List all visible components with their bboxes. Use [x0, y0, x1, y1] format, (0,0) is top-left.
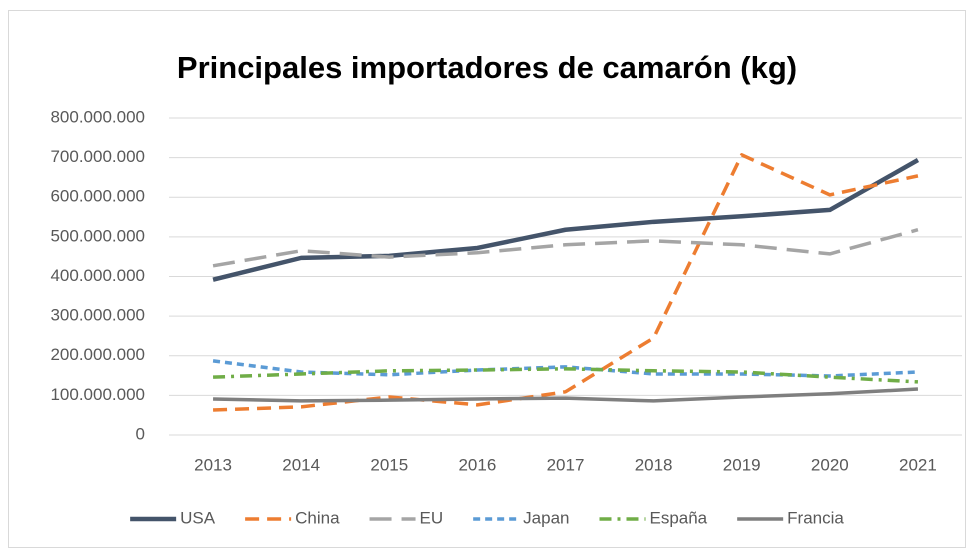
y-tick-label: 300.000.000: [50, 306, 145, 325]
y-tick-label: 600.000.000: [50, 187, 145, 206]
legend-label: España: [649, 508, 707, 527]
chart-title: Principales importadores de camarón (kg): [177, 50, 797, 85]
y-tick-label: 700.000.000: [50, 147, 145, 166]
x-tick-label: 2013: [194, 455, 232, 474]
chart-border: [8, 10, 966, 548]
y-tick-label: 200.000.000: [50, 345, 145, 364]
legend-label: Japan: [523, 508, 569, 527]
line-series: [212, 228, 919, 268]
y-tick-label: 0: [136, 424, 145, 443]
x-tick-label: 2019: [723, 455, 761, 474]
y-tick-label: 100.000.000: [50, 385, 145, 404]
y-tick-label: 800.000.000: [50, 107, 145, 126]
x-tick-label: 2016: [458, 455, 496, 474]
legend-label: EU: [420, 508, 444, 527]
x-tick-label: 2014: [282, 455, 320, 474]
line-series: [212, 153, 919, 412]
x-tick-label: 2020: [811, 455, 849, 474]
line-series: [213, 387, 919, 403]
legend-label: Francia: [787, 508, 844, 527]
legend-label: USA: [180, 508, 216, 527]
x-tick-label: 2018: [635, 455, 673, 474]
y-tick-label: 500.000.000: [50, 226, 145, 245]
y-tick-label: 400.000.000: [50, 266, 145, 285]
x-tick-label: 2017: [547, 455, 585, 474]
line-series: [212, 158, 920, 282]
line-series: [212, 367, 919, 384]
legend-label: China: [295, 508, 340, 527]
x-tick-label: 2015: [370, 455, 408, 474]
x-tick-label: 2021: [899, 455, 937, 474]
